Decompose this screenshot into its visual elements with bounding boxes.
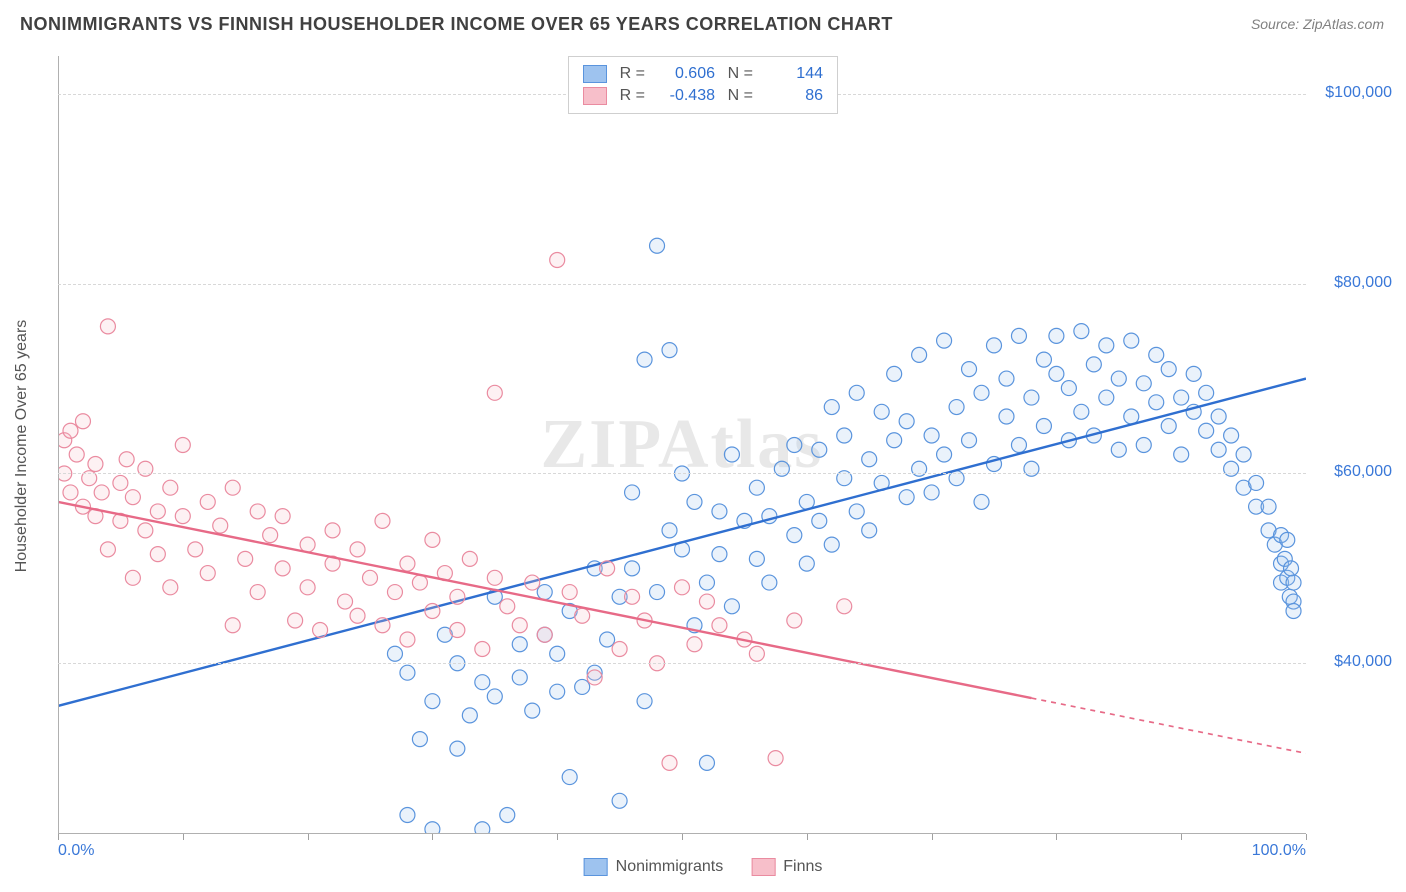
legend-label: Finns — [783, 858, 822, 876]
r-value-nonimmigrants: 0.606 — [655, 63, 715, 85]
plot-area: ZIPAtlas — [58, 56, 1306, 834]
n-label: N = — [725, 85, 753, 107]
legend-swatch-finns — [583, 87, 607, 105]
legend-row: R = -0.438 N = 86 — [583, 85, 823, 107]
legend-item: Nonimmigrants — [584, 858, 724, 876]
legend-label: Nonimmigrants — [616, 858, 724, 876]
r-label: R = — [617, 85, 645, 107]
legend-swatch — [751, 858, 775, 876]
n-value-nonimmigrants: 144 — [763, 63, 823, 85]
source-label: Source: — [1251, 16, 1303, 32]
source-link[interactable]: ZipAtlas.com — [1303, 16, 1384, 32]
chart-frame: NONIMMIGRANTS VS FINNISH HOUSEHOLDER INC… — [0, 0, 1406, 892]
legend-row: R = 0.606 N = 144 — [583, 63, 823, 85]
n-value-finns: 86 — [763, 85, 823, 107]
series-legend: Nonimmigrants Finns — [584, 858, 823, 876]
scatter-plot-svg — [58, 56, 1306, 834]
y-tick-label: $60,000 — [1334, 463, 1392, 481]
legend-swatch-nonimmigrants — [583, 65, 607, 83]
r-label: R = — [617, 63, 645, 85]
y-axis-label: Householder Income Over 65 years — [13, 320, 31, 573]
chart-title: NONIMMIGRANTS VS FINNISH HOUSEHOLDER INC… — [20, 14, 893, 35]
y-tick-label: $100,000 — [1325, 84, 1392, 102]
y-tick-label: $40,000 — [1334, 653, 1392, 671]
y-axis-line — [58, 56, 59, 834]
correlation-legend: R = 0.606 N = 144 R = -0.438 N = 86 — [568, 56, 838, 114]
r-value-finns: -0.438 — [655, 85, 715, 107]
legend-item: Finns — [751, 858, 822, 876]
legend-swatch — [584, 858, 608, 876]
x-tick-label-right: 100.0% — [1252, 842, 1306, 860]
x-tick-label-left: 0.0% — [58, 842, 94, 860]
y-tick-label: $80,000 — [1334, 274, 1392, 292]
n-label: N = — [725, 63, 753, 85]
source-attribution: Source: ZipAtlas.com — [1251, 16, 1384, 32]
